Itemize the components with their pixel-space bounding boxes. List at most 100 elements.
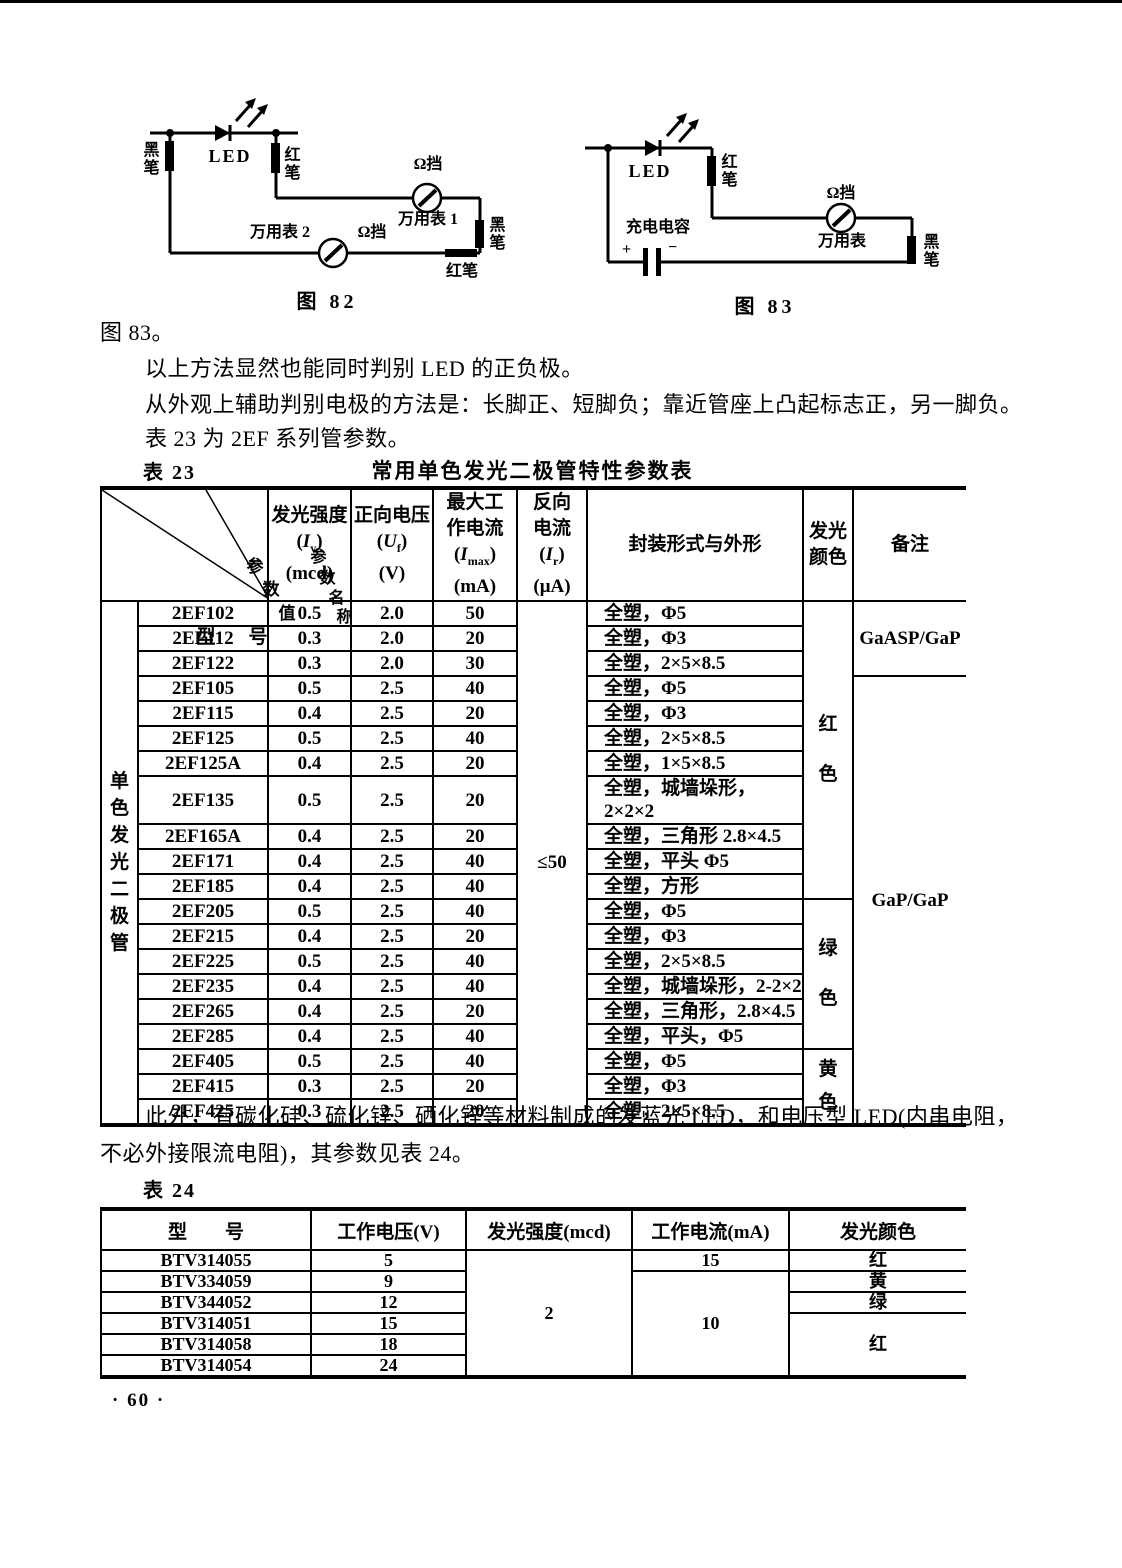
t24-cell-current: 10: [631, 1270, 790, 1378]
t23-cell-package: 全塑，城墙垛形，2-2×2: [586, 973, 803, 1000]
t23-cell-remark: GaP/GaP: [852, 675, 966, 1126]
t23-cell-iv: 0.5: [267, 600, 352, 627]
t23-cell-package: 全塑，2×5×8.5: [586, 650, 803, 677]
led-diode-icon: [215, 125, 232, 141]
t23-cell-type: 2EF235: [137, 973, 269, 1000]
t23-cell-type: 2EF225: [137, 948, 269, 975]
t23-cell-type: 2EF125A: [137, 750, 269, 777]
t23-cell-type: 2EF405: [137, 1048, 269, 1075]
t23-cell-package: 全塑，三角形 2.8×4.5: [586, 823, 803, 850]
t23-cell-uf: 2.5: [350, 823, 434, 850]
black-probe-icon: [475, 220, 484, 248]
t24-cell-model: BTV334059: [100, 1270, 312, 1293]
corner-char: 数: [262, 580, 280, 599]
t24-cell-voltage: 18: [310, 1333, 466, 1356]
t23-cell-type: 2EF425: [137, 1098, 269, 1126]
figure-82-circuit: [150, 98, 484, 269]
t23-cell-uf: 2.5: [350, 898, 434, 925]
t23-cell-type: 2EF112: [137, 625, 269, 652]
table24-btv-parameters: 型 号 工作电压(V) 发光强度(mcd) 工作电流(mA) 发光颜色 BTV3…: [100, 1207, 966, 1379]
t23-cell-imax: 50: [432, 600, 518, 627]
corner-char: 称: [336, 609, 353, 626]
t23-cell-imax: 40: [432, 848, 518, 875]
t23-cell-package: 全塑，2×5×8.5: [586, 1098, 803, 1126]
t23-header-package: 封装形式与外形: [586, 487, 804, 602]
t23-cell-uf: 2.5: [350, 948, 434, 975]
t23-cell-imax: 20: [432, 823, 518, 850]
t23-cell-imax: 40: [432, 1023, 518, 1050]
t23-cell-imax: 20: [432, 1073, 518, 1100]
t24-row: BTV314055 5 2 15 红: [100, 1249, 966, 1378]
t23-cell-uf: 2.5: [350, 700, 434, 727]
t23-header-color: 发光 颜色: [802, 487, 854, 602]
t23-cell-uf: 2.5: [350, 675, 434, 702]
t23-cell-type: 2EF105: [137, 675, 269, 702]
t24-row: BTV314051 15 红: [100, 1312, 966, 1378]
t23-cell-package: 全塑，Φ3: [586, 1073, 803, 1100]
black-probe-icon: [165, 141, 174, 171]
corner-char: 名: [328, 590, 345, 607]
paragraph-table23-ref: 表 23 为 2EF 系列管参数。: [145, 426, 411, 451]
t23-cell-package: 全塑，平头 Φ5: [586, 848, 803, 875]
t23-cell-imax: 40: [432, 973, 518, 1000]
t23-row: 2EF171 0.4 2.5 40 全塑，平头 Φ5: [101, 848, 966, 875]
t23-cell-iv: 0.3: [267, 1073, 352, 1100]
t23-cell-iv: 0.3: [267, 650, 352, 677]
t23-row: 2EF165A 0.4 2.5 20 全塑，三角形 2.8×4.5: [101, 823, 966, 850]
t23-cell-iv: 0.5: [267, 1048, 352, 1075]
t23-cell-type: 2EF171: [137, 848, 269, 875]
t23-corner-cell: 参数名称 参数值型 号: [100, 487, 353, 647]
t23-row: 2EF205 0.5 2.5 40 全塑，Φ5 绿色: [101, 898, 966, 1050]
t23-cell-uf: 2.5: [350, 923, 434, 950]
t24-cell-color: 绿: [788, 1291, 966, 1314]
t23-cell-uf: 2.0: [350, 625, 434, 652]
t23-cell-imax: 40: [432, 1048, 518, 1075]
t23-cell-package: 全塑，Φ5: [586, 1048, 804, 1075]
t23-cell-iv: 0.4: [267, 823, 352, 850]
t24-cell-model: BTV314054: [100, 1354, 312, 1378]
fig83-led-label: LED: [628, 161, 672, 181]
t23-header-uf: 正向电压 (Uf) (V): [350, 487, 434, 602]
t23-cell-uf: 2.5: [350, 1048, 434, 1075]
fig83-multimeter-label: 万用表: [817, 233, 866, 250]
t23-cell-uf: 2.5: [350, 725, 434, 752]
led-diode-icon: [645, 140, 662, 156]
table24-label: 表 24: [143, 1180, 196, 1202]
t23-cell-package: 全塑，三角形，2.8×4.5: [586, 998, 803, 1025]
table23-led-parameters: 参数名称参数值型号 发光强度 (Iv) (mcd) 正向电压 (Uf) (V) …: [100, 486, 966, 1127]
table23-label: 表 23: [143, 462, 196, 484]
t23-cell-package: 全塑，Φ5: [586, 898, 804, 925]
scan-edge-line: [0, 0, 1122, 3]
multimeter-icon: [825, 202, 857, 234]
t24-cell-voltage: 9: [310, 1270, 467, 1293]
t23-cell-package: 全塑，2×5×8.5: [586, 948, 803, 975]
t23-cell-imax: 40: [432, 873, 518, 900]
t23-cell-color: 黄色: [802, 1048, 853, 1126]
t23-cell-iv: 0.5: [267, 948, 352, 975]
t23-row: 2EF135 0.5 2.5 20 全塑，城墙垛形，2×2×2: [101, 775, 966, 825]
t24-cell-color: 红: [788, 1312, 966, 1378]
t23-cell-imax: 20: [432, 998, 518, 1025]
fig83-minus-label: −: [668, 239, 678, 256]
fig83-plus-label: +: [622, 241, 632, 258]
t23-cell-type: 2EF122: [137, 650, 269, 677]
red-probe-icon: [707, 156, 716, 186]
t23-cell-package: 全塑，2×5×8.5: [586, 725, 803, 752]
t23-cell-imax: 40: [432, 725, 518, 752]
light-arrows-icon: [234, 98, 268, 128]
t23-cell-iv: 0.4: [267, 750, 352, 777]
t23-cell-uf: 2.5: [350, 848, 434, 875]
t23-cell-iv: 0.5: [267, 775, 352, 825]
t23-cell-imax: 20: [432, 700, 518, 727]
t23-cell-imax: 20: [432, 750, 518, 777]
t23-cell-color: 绿色: [802, 898, 853, 1050]
fig83-ohm-range-label: Ω挡: [826, 185, 856, 202]
t23-row: 2EF185 0.4 2.5 40 全塑，方形: [101, 873, 966, 900]
t23-cell-iv: 0.3: [267, 1098, 352, 1126]
t23-cell-iv: 0.3: [267, 625, 352, 652]
fig82-red-pen-bottom-label: 红笔: [445, 263, 478, 280]
figure-83: LED 红笔 充电电容 + − Ω挡 万用表 黑笔 图 83: [580, 90, 950, 318]
t23-row: 2EF112 0.3 2.0 20 全塑，Φ3: [101, 625, 966, 652]
t23-cell-imax: 30: [432, 650, 518, 677]
t23-cell-type: 2EF102: [137, 600, 269, 627]
